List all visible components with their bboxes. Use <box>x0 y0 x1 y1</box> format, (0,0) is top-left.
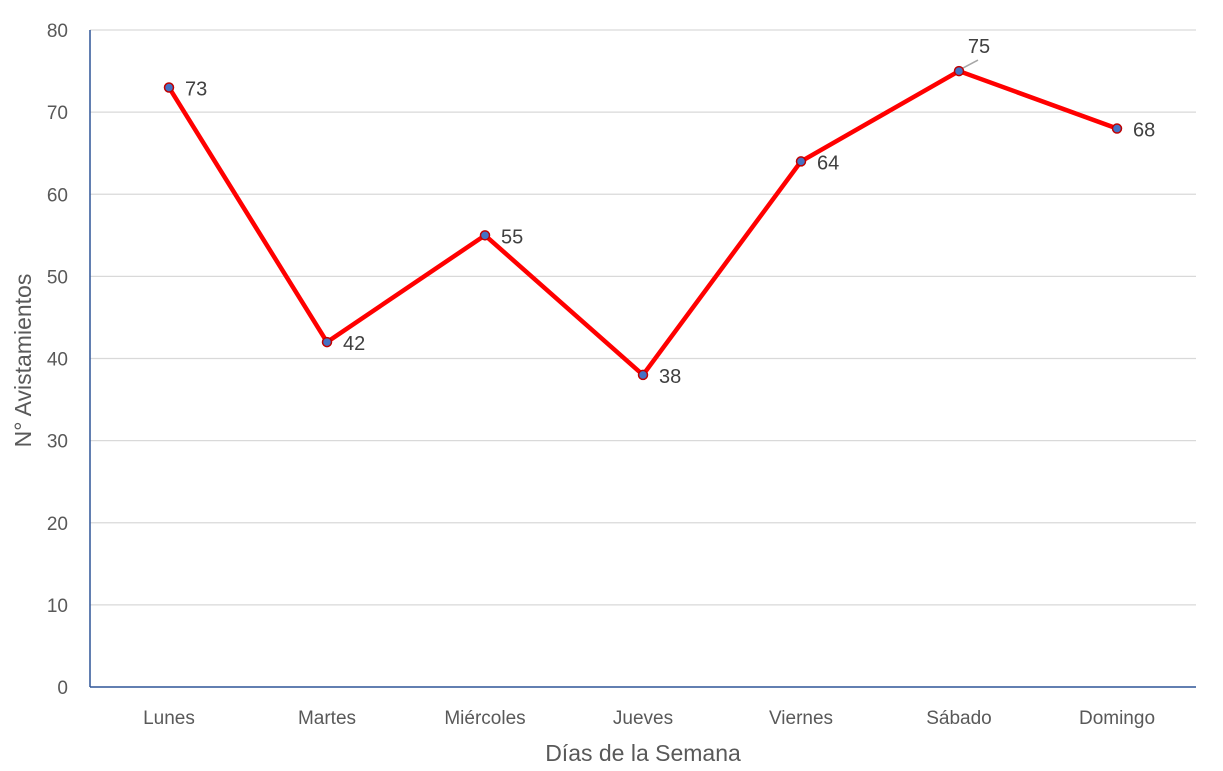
x-tick-labels: Lunes Martes Miércoles Jueves Viernes Sábado D… <box>143 708 1155 729</box>
data-label: 68 <box>1133 120 1155 142</box>
y-tick-label: 40 <box>47 350 68 371</box>
y-tick-labels: 0 10 20 30 40 50 60 70 80 <box>47 21 68 699</box>
x-tick-label: Sábado <box>926 708 992 729</box>
y-tick-label: 80 <box>47 21 68 42</box>
data-point <box>163 82 175 93</box>
data-point <box>321 336 333 348</box>
data-labels: 73 42 55 38 64 75 68 <box>185 36 1155 388</box>
x-tick-label: Viernes <box>769 708 833 729</box>
data-label: 42 <box>343 333 365 355</box>
series-line <box>166 68 1120 378</box>
x-tick-label: Martes <box>298 708 356 729</box>
axes <box>89 30 1196 688</box>
data-point <box>1111 123 1123 134</box>
y-tick-label: 60 <box>47 185 68 206</box>
y-tick-label: 70 <box>47 103 68 124</box>
x-axis-title: Días de la Semana <box>545 740 741 766</box>
y-tick-label: 10 <box>47 596 68 617</box>
data-label: 64 <box>817 152 839 174</box>
gridlines <box>90 29 1196 606</box>
data-label: 38 <box>659 366 681 388</box>
data-point <box>795 156 807 167</box>
data-points <box>163 65 1123 381</box>
data-point <box>637 369 649 381</box>
x-tick-label: Jueves <box>613 708 673 729</box>
y-tick-label: 50 <box>47 267 68 288</box>
y-tick-label: 20 <box>47 514 68 535</box>
data-label: 55 <box>501 226 523 248</box>
data-label-leader <box>960 59 979 70</box>
series-line-path <box>166 68 1120 378</box>
data-point <box>953 65 965 77</box>
y-tick-label: 30 <box>47 432 68 453</box>
data-label: 75 <box>968 36 990 58</box>
data-label: 73 <box>185 78 207 100</box>
x-tick-label: Miércoles <box>444 708 525 729</box>
y-axis-title: N° Avistamientos <box>10 274 36 448</box>
x-tick-label: Lunes <box>143 708 195 729</box>
data-point <box>479 230 491 241</box>
x-tick-label: Domingo <box>1079 708 1155 729</box>
y-tick-label: 0 <box>57 678 68 699</box>
data-label-leaders <box>960 59 979 70</box>
